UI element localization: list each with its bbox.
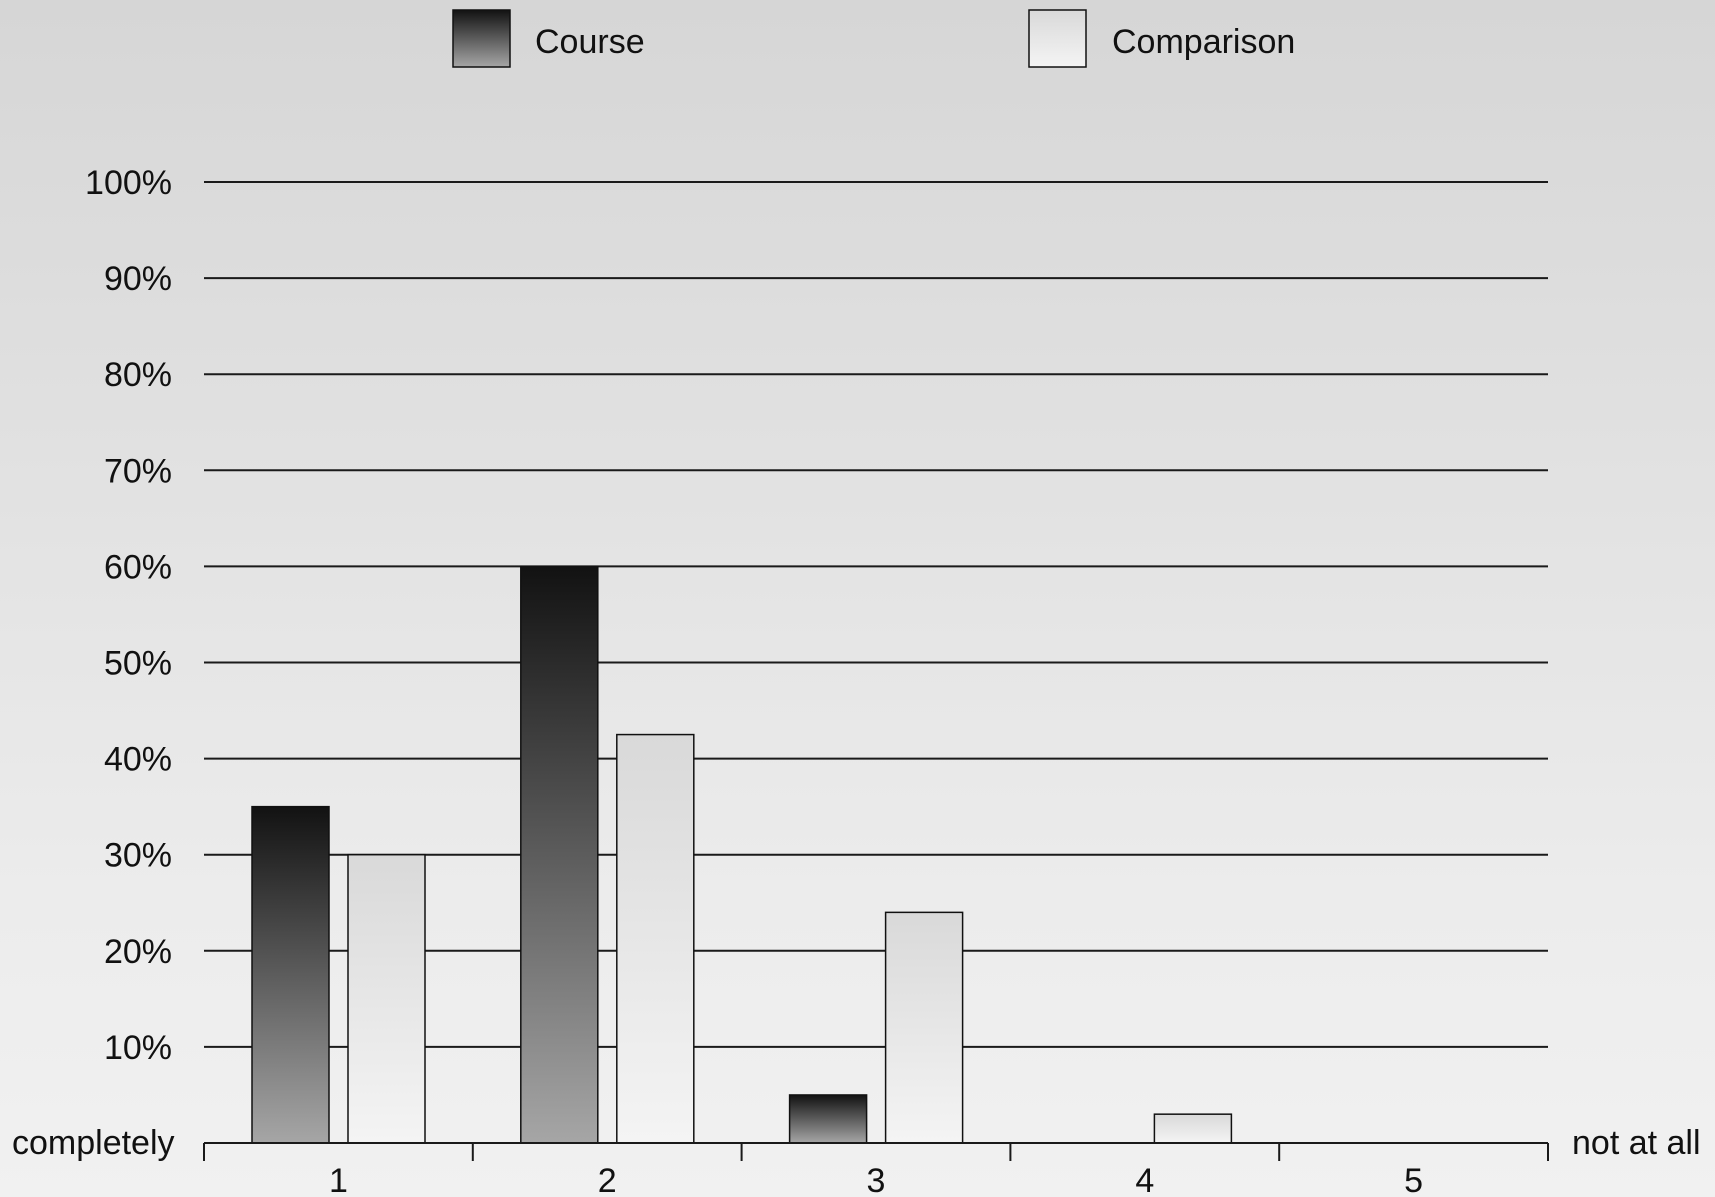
y-tick-label: 70% [104,452,172,490]
y-tick-label: 20% [104,933,172,971]
bar-comparison [1153,1113,1233,1144]
x-tick-label: 5 [1404,1162,1423,1197]
x-axis: 1 2 3 4 5 [203,1142,1549,1197]
x-tick-label: 4 [1135,1162,1154,1197]
legend-swatch-comparison [1028,9,1087,68]
y-tick-label: 80% [104,356,172,394]
y-tick-label: 60% [104,548,172,586]
y-tick-label: 10% [104,1029,172,1067]
legend: Course Comparison [452,9,1295,68]
y-tick-label: 30% [104,837,172,875]
y-tick-label: 90% [104,260,172,298]
bar-course [788,1094,868,1144]
legend-label-course: Course [535,23,645,61]
bar-comparison [616,733,695,1144]
scale-right-label: not at all [1572,1124,1701,1162]
y-tick-label: 100% [85,164,172,202]
scale-left-label: completely [12,1124,175,1162]
bar-course [251,805,330,1144]
y-tick-label: 40% [104,741,172,779]
y-tick-label: 50% [104,645,172,683]
y-axis-tick-labels: 10% 20% 30% 40% 50% 60% 70% 80% 90% 100% [85,164,172,1067]
gridlines [204,181,1548,1048]
legend-swatch-course [452,9,511,68]
x-tick-label: 2 [598,1162,617,1197]
bar-comparison [347,853,426,1144]
x-tick-label: 3 [867,1162,886,1197]
bar-comparison [884,911,964,1144]
legend-label-comparison: Comparison [1112,23,1295,61]
bar-course [520,565,599,1144]
x-tick-label: 1 [329,1162,348,1197]
